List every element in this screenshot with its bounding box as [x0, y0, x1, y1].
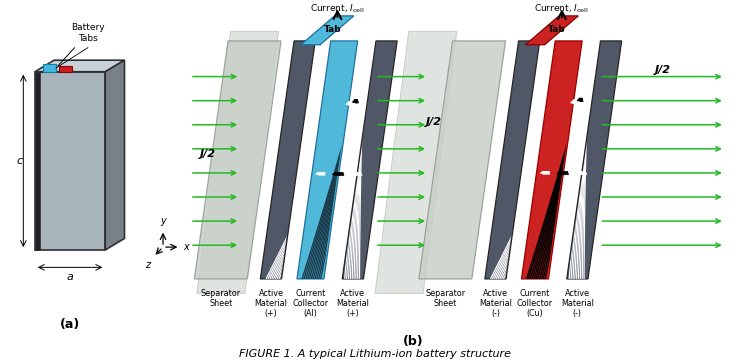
Text: Active
Material
(-): Active Material (-): [561, 289, 594, 318]
Polygon shape: [297, 41, 358, 279]
Polygon shape: [105, 60, 125, 250]
Polygon shape: [260, 41, 315, 279]
Text: J/2: J/2: [426, 117, 442, 127]
Text: Current
Collector
(Cu): Current Collector (Cu): [517, 289, 553, 318]
Text: Separator
Sheet: Separator Sheet: [201, 289, 241, 308]
Polygon shape: [521, 41, 582, 279]
Text: Current, $I_{\rm cell}$: Current, $I_{\rm cell}$: [535, 3, 590, 15]
Text: Tab: Tab: [323, 25, 341, 34]
Polygon shape: [567, 41, 622, 279]
Polygon shape: [35, 72, 40, 250]
Polygon shape: [194, 41, 281, 279]
Text: Current
Collector
(Al): Current Collector (Al): [292, 289, 328, 318]
Text: z: z: [146, 260, 151, 270]
Text: (a): (a): [59, 318, 80, 331]
Polygon shape: [301, 16, 354, 45]
Text: J/2: J/2: [200, 149, 216, 159]
Text: Tab: Tab: [548, 25, 566, 34]
Text: Active
Material
(+): Active Material (+): [254, 289, 287, 318]
Text: c: c: [16, 156, 22, 166]
Polygon shape: [35, 60, 124, 72]
Text: Active
Material
(-): Active Material (-): [479, 289, 512, 318]
Polygon shape: [419, 41, 506, 279]
Polygon shape: [342, 41, 398, 279]
Text: Battery
Tabs: Battery Tabs: [58, 24, 105, 66]
Polygon shape: [525, 16, 578, 45]
Polygon shape: [43, 64, 56, 72]
Polygon shape: [484, 41, 540, 279]
Text: FIGURE 1. A typical Lithium-ion battery structure: FIGURE 1. A typical Lithium-ion battery …: [239, 349, 511, 359]
Text: y: y: [160, 216, 166, 226]
Text: (b): (b): [404, 335, 424, 348]
Polygon shape: [375, 31, 457, 293]
Text: Current, $I_{\rm cell}$: Current, $I_{\rm cell}$: [310, 3, 364, 15]
Polygon shape: [35, 72, 105, 250]
Text: x: x: [183, 242, 189, 252]
Text: Active
Material
(+): Active Material (+): [337, 289, 369, 318]
Polygon shape: [196, 31, 279, 293]
Polygon shape: [59, 66, 73, 72]
Text: a: a: [67, 272, 74, 282]
Text: Separator
Sheet: Separator Sheet: [425, 289, 466, 308]
Text: J/2: J/2: [655, 65, 670, 75]
